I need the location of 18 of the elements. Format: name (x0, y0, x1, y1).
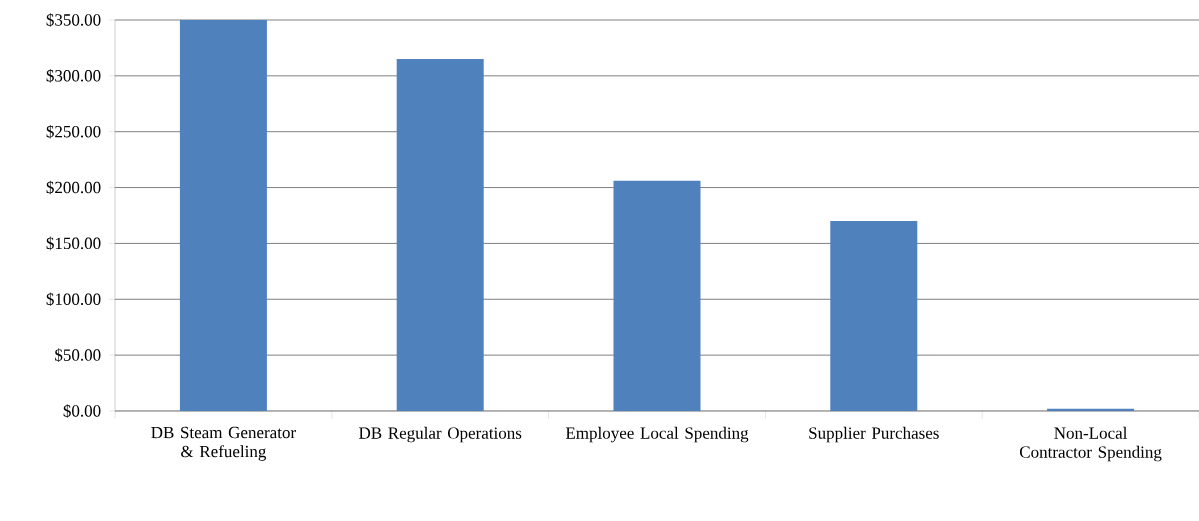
y-tick-label: $250.00 (46, 124, 101, 139)
y-tick-label: $100.00 (46, 292, 101, 307)
x-tick-label: Employee Local Spending (565, 426, 749, 443)
y-tick-label: $300.00 (46, 69, 101, 83)
y-tick-label: $50.00 (55, 348, 101, 362)
x-tick-label: DB Regular Operations (359, 426, 522, 443)
bar (396, 59, 484, 411)
y-tick-label: $350.00 (46, 13, 101, 27)
x-tick-label: Supplier Purchases (809, 426, 939, 443)
x-tick-label: DB Steam Generator & Refueling (151, 426, 296, 461)
y-tick-label: $200.00 (46, 180, 101, 195)
x-tick-label: Non-Local Contractor Spending (1019, 426, 1162, 462)
bar (830, 221, 918, 411)
bar (1047, 408, 1135, 411)
y-tick-label: $150.00 (46, 236, 101, 251)
bar (179, 19, 267, 411)
y-tick-label: $0.00 (63, 404, 101, 418)
bar (613, 180, 701, 411)
